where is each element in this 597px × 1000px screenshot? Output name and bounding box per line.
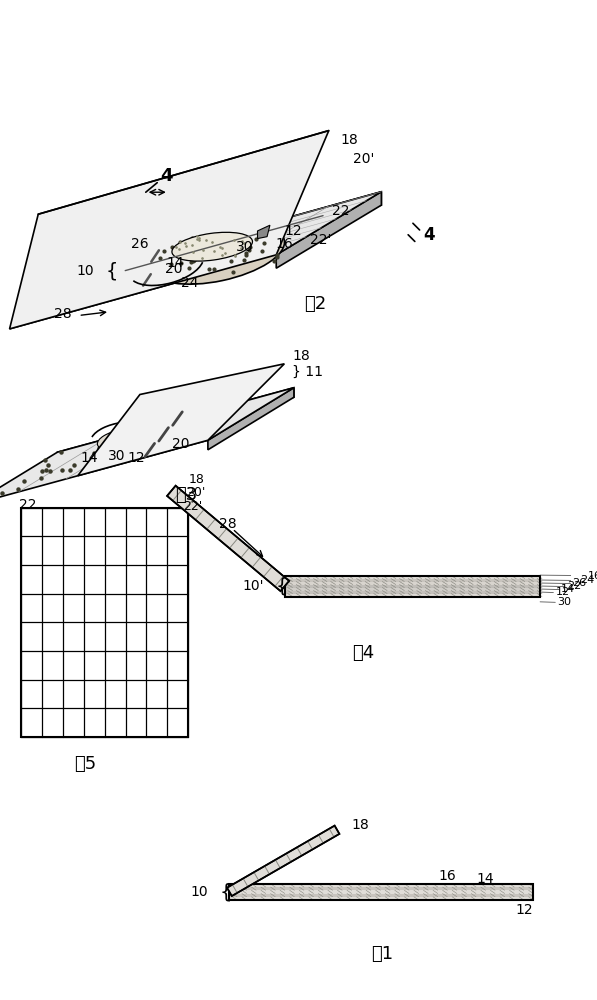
Text: 20: 20	[165, 262, 183, 276]
Text: 图5: 图5	[75, 755, 97, 773]
Polygon shape	[78, 364, 284, 476]
Text: 图1: 图1	[371, 945, 393, 963]
Bar	[285, 576, 540, 597]
Bar	[229, 887, 533, 890]
Text: 4: 4	[161, 167, 173, 185]
Polygon shape	[276, 192, 381, 268]
Polygon shape	[57, 388, 294, 462]
Text: 12: 12	[515, 903, 533, 917]
Text: 18: 18	[189, 473, 204, 486]
Text: {: {	[105, 261, 118, 280]
Text: 18: 18	[292, 349, 310, 363]
Ellipse shape	[97, 429, 149, 451]
Bar	[229, 894, 533, 897]
Text: 22': 22'	[183, 500, 202, 513]
Text: {: {	[220, 882, 232, 901]
Text: 18: 18	[352, 818, 369, 832]
Text: 20': 20'	[353, 152, 374, 166]
Text: 14: 14	[477, 872, 494, 886]
Polygon shape	[208, 388, 294, 450]
Ellipse shape	[172, 232, 253, 261]
Text: 30: 30	[557, 597, 571, 607]
Text: 26: 26	[131, 237, 149, 251]
Text: 10': 10'	[242, 579, 264, 593]
Text: 12: 12	[555, 587, 570, 597]
Text: 24: 24	[580, 575, 595, 585]
Text: 30: 30	[108, 449, 125, 463]
Text: 14: 14	[561, 584, 575, 594]
Text: 16: 16	[438, 869, 456, 883]
Text: 30: 30	[236, 240, 254, 254]
Polygon shape	[257, 225, 270, 239]
Text: 图3: 图3	[176, 486, 198, 504]
Text: 12: 12	[127, 451, 144, 465]
Ellipse shape	[149, 225, 285, 284]
Bar	[229, 884, 533, 900]
Bar	[285, 582, 540, 585]
Text: 10: 10	[76, 264, 94, 278]
Text: 22: 22	[19, 498, 36, 512]
Polygon shape	[10, 192, 381, 329]
Text: } 11: } 11	[292, 364, 323, 378]
Text: 24: 24	[181, 276, 199, 290]
Text: 20: 20	[172, 437, 189, 451]
Text: 18: 18	[340, 133, 358, 147]
Text: 28: 28	[54, 307, 72, 321]
Bar	[285, 579, 540, 582]
Polygon shape	[167, 486, 289, 591]
Text: 10: 10	[191, 885, 208, 899]
Bar	[229, 890, 533, 894]
Polygon shape	[115, 192, 381, 279]
Polygon shape	[227, 826, 340, 896]
Bar	[285, 588, 540, 591]
Text: 20': 20'	[186, 486, 205, 499]
Text: 图2: 图2	[304, 295, 327, 313]
Text: 22: 22	[333, 204, 350, 218]
Text: 12: 12	[285, 224, 302, 238]
Bar	[229, 897, 533, 900]
Text: 26: 26	[573, 578, 587, 588]
Text: 14: 14	[166, 256, 184, 270]
Text: 4: 4	[423, 226, 435, 244]
Text: 16: 16	[275, 237, 293, 251]
Text: 22': 22'	[310, 233, 331, 247]
Text: 28: 28	[219, 517, 236, 531]
Bar	[285, 591, 540, 594]
Polygon shape	[10, 131, 329, 329]
Bar	[285, 585, 540, 588]
Polygon shape	[0, 388, 294, 505]
Bar	[285, 594, 540, 597]
Bar	[229, 884, 533, 887]
Bar	[285, 576, 540, 579]
Polygon shape	[21, 508, 188, 737]
Text: 16: 16	[588, 571, 597, 581]
Text: {: {	[275, 577, 288, 596]
Text: 22: 22	[567, 581, 581, 591]
Text: 图4: 图4	[352, 644, 374, 662]
Text: 14: 14	[81, 451, 98, 465]
